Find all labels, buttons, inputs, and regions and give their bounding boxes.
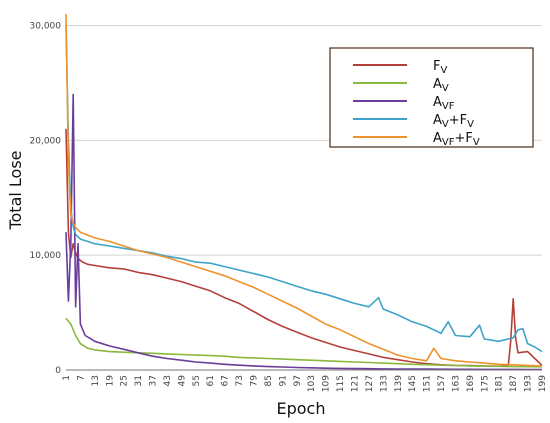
x-tick-label: 25 xyxy=(120,375,130,386)
y-tick-label: 30,000 xyxy=(30,21,62,31)
x-tick-label: 139 xyxy=(394,375,404,392)
legend-label: AVF xyxy=(433,95,455,112)
legend-label: AV xyxy=(433,77,449,94)
x-tick-label: 193 xyxy=(524,375,534,392)
x-tick-label: 163 xyxy=(451,375,461,392)
legend-label: AVF+FV xyxy=(433,131,480,148)
x-tick-label: 157 xyxy=(437,375,447,392)
y-tick-label: 20,000 xyxy=(30,136,62,146)
x-tick-label: 103 xyxy=(307,375,317,392)
x-tick-label: 13 xyxy=(91,375,101,386)
x-axis-title: Epoch xyxy=(277,399,326,418)
x-tick-label: 7 xyxy=(76,375,86,381)
x-tick-label: 73 xyxy=(235,375,245,386)
y-axis-title: Total Lose xyxy=(6,150,25,230)
x-tick-label: 175 xyxy=(480,375,490,392)
series-line xyxy=(65,25,543,353)
x-tick-label: 49 xyxy=(177,375,187,387)
x-tick-label: 181 xyxy=(495,375,505,392)
x-tick-label: 67 xyxy=(221,375,231,386)
x-tick-label: 31 xyxy=(134,375,144,386)
x-tick-label: 37 xyxy=(149,375,159,386)
x-tick-label: 61 xyxy=(206,375,216,386)
x-tick-label: 19 xyxy=(105,375,115,387)
series-line xyxy=(65,317,543,368)
x-tick-label: 151 xyxy=(423,375,433,392)
x-tick-label: 1 xyxy=(62,375,72,381)
x-tick-label: 91 xyxy=(278,375,288,386)
x-tick-label: 43 xyxy=(163,375,173,386)
x-axis-ticks: 1 7 13 19 25 31 37 43 49 55 61 67 73 79 85 91 97 103 109 11… xyxy=(62,375,548,392)
y-tick-label: 0 xyxy=(55,366,61,376)
y-axis-ticks: 0 10,000 20,000 30,000 xyxy=(30,21,62,376)
y-tick-label: 10,000 xyxy=(30,251,62,261)
x-tick-label: 187 xyxy=(509,375,519,392)
x-tick-label: 79 xyxy=(250,375,260,387)
legend-label: FV xyxy=(433,59,447,76)
x-tick-label: 55 xyxy=(192,375,202,386)
series-lines xyxy=(65,13,543,371)
series-line xyxy=(65,93,542,371)
x-tick-label: 169 xyxy=(466,375,476,392)
series-line xyxy=(65,13,543,367)
legend-box xyxy=(329,47,534,148)
x-tick-label: 97 xyxy=(293,375,303,386)
legend-label: AV+FV xyxy=(433,113,474,130)
x-tick-label: 121 xyxy=(350,375,360,392)
x-tick-label: 145 xyxy=(408,375,418,392)
x-tick-label: 85 xyxy=(264,375,274,386)
x-tick-label: 109 xyxy=(322,375,332,392)
x-tick-label: 133 xyxy=(379,375,389,392)
x-tick-label: 127 xyxy=(365,375,375,392)
x-tick-label: 199 xyxy=(538,375,548,392)
x-tick-label: 115 xyxy=(336,375,346,392)
series-line xyxy=(65,128,543,367)
